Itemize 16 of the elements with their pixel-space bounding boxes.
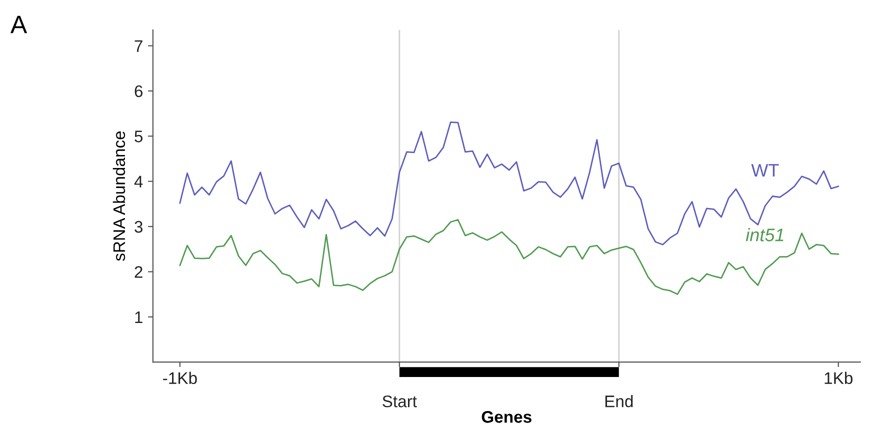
y-tick-label: 3 [134, 220, 142, 233]
y-tick-label: 2 [134, 266, 142, 278]
y-tick-label: 5 [134, 130, 143, 142]
x-axis-title: Genes [482, 411, 532, 423]
x-tick-label: 1Kb [824, 372, 852, 384]
chart-title: A [10, 16, 28, 34]
y-tick-label: 1 [135, 311, 142, 323]
x-tick-label: Start [382, 396, 417, 408]
x-tick-label: -1Kb [163, 372, 197, 384]
series-label: int51 [746, 228, 784, 242]
x-tick-label: End [605, 395, 633, 408]
series-label: WT [751, 164, 779, 177]
y-tick-label: 4 [134, 176, 143, 188]
y-tick-label: 7 [134, 40, 142, 52]
y-tick-label: 6 [134, 85, 142, 98]
y-axis-title: sRNA Abundance [112, 131, 126, 261]
